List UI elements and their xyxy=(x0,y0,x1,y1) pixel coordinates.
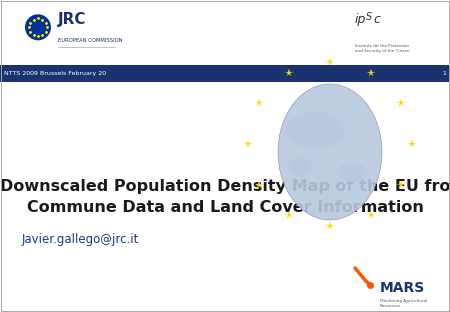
Ellipse shape xyxy=(286,111,344,149)
Text: EUROPEAN COMMISSION: EUROPEAN COMMISSION xyxy=(58,38,122,43)
Text: Javier.gallego@jrc.it: Javier.gallego@jrc.it xyxy=(22,232,140,246)
Text: S: S xyxy=(366,12,372,22)
Text: Institute for the Protection
and Security of the Citizen: Institute for the Protection and Securit… xyxy=(355,44,410,53)
Text: Commune Data and Land Cover Information: Commune Data and Land Cover Information xyxy=(27,199,423,215)
Ellipse shape xyxy=(339,162,365,182)
Ellipse shape xyxy=(288,157,312,177)
Ellipse shape xyxy=(278,84,382,220)
Text: A Downscaled Population Density Map of the EU from: A Downscaled Population Density Map of t… xyxy=(0,179,450,194)
Text: MARS: MARS xyxy=(380,281,425,295)
Text: 1: 1 xyxy=(442,71,446,76)
Bar xyxy=(0,65,450,82)
Text: c: c xyxy=(373,13,380,26)
Circle shape xyxy=(25,14,51,40)
Text: NTTS 2009 Brussels February 20: NTTS 2009 Brussels February 20 xyxy=(4,71,106,76)
Text: ip: ip xyxy=(355,13,366,26)
Text: JRC: JRC xyxy=(58,12,86,27)
Text: Monitoring Agricultural
Resources: Monitoring Agricultural Resources xyxy=(380,299,427,308)
